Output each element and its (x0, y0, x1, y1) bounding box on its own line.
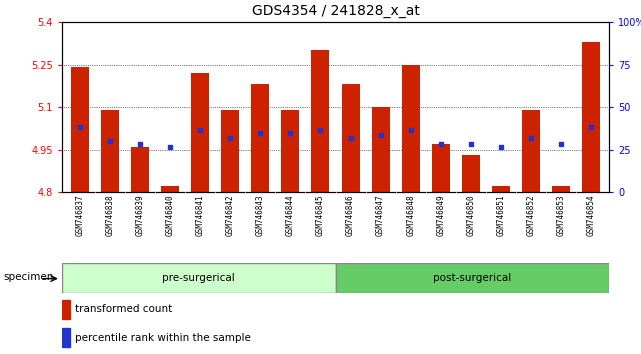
Bar (71, 67, 89, 192)
Text: pre-surgerical: pre-surgerical (162, 273, 235, 283)
Point (225, 135, 235, 141)
Bar (101, 110, 119, 192)
Bar (62, 263, 335, 293)
Text: GSM746843: GSM746843 (256, 194, 265, 236)
Text: GDS4354 / 241828_x_at: GDS4354 / 241828_x_at (251, 4, 419, 18)
Point (135, 141, 146, 147)
Point (465, 141, 476, 147)
Point (105, 138, 115, 144)
Point (75, 124, 85, 130)
Bar (402, 64, 420, 192)
Text: GSM746846: GSM746846 (346, 194, 355, 236)
Text: GSM746841: GSM746841 (196, 194, 204, 236)
Bar (582, 42, 600, 192)
Text: percentile rank within the sample: percentile rank within the sample (74, 332, 251, 343)
Text: GSM746852: GSM746852 (526, 194, 535, 236)
Bar (62, 300, 71, 319)
Bar (342, 84, 360, 192)
Point (436, 141, 446, 147)
Text: GSM746851: GSM746851 (496, 194, 505, 236)
Point (195, 127, 205, 132)
Bar (312, 50, 329, 192)
Text: GSM746842: GSM746842 (226, 194, 235, 236)
Point (285, 130, 296, 135)
Bar (372, 107, 390, 192)
Point (586, 124, 596, 130)
Text: GSM746848: GSM746848 (406, 194, 415, 236)
Bar (335, 263, 609, 293)
Bar (552, 186, 570, 192)
Point (406, 127, 416, 132)
Bar (131, 147, 149, 192)
Point (165, 144, 176, 149)
Text: GSM746845: GSM746845 (316, 194, 325, 236)
Text: GSM746844: GSM746844 (286, 194, 295, 236)
Text: GSM746839: GSM746839 (136, 194, 145, 236)
Bar (431, 144, 450, 192)
Bar (62, 329, 71, 347)
Bar (281, 110, 299, 192)
Point (495, 144, 506, 149)
Point (526, 135, 536, 141)
Point (376, 132, 386, 138)
Bar (191, 73, 209, 192)
Text: GSM746838: GSM746838 (106, 194, 115, 236)
Bar (522, 110, 540, 192)
Point (315, 127, 326, 132)
Text: GSM746837: GSM746837 (76, 194, 85, 236)
Text: post-surgerical: post-surgerical (433, 273, 512, 283)
Text: GSM746854: GSM746854 (587, 194, 595, 236)
Bar (221, 110, 239, 192)
Bar (462, 155, 479, 192)
Text: transformed count: transformed count (74, 304, 172, 314)
Bar (251, 84, 269, 192)
Text: GSM746853: GSM746853 (556, 194, 565, 236)
Text: GSM746850: GSM746850 (466, 194, 475, 236)
Text: GSM746849: GSM746849 (436, 194, 445, 236)
Text: GSM746847: GSM746847 (376, 194, 385, 236)
Point (255, 130, 265, 135)
Text: specimen: specimen (3, 272, 53, 281)
Bar (161, 186, 179, 192)
Point (556, 141, 566, 147)
Bar (492, 186, 510, 192)
Text: GSM746840: GSM746840 (165, 194, 175, 236)
Point (345, 135, 356, 141)
